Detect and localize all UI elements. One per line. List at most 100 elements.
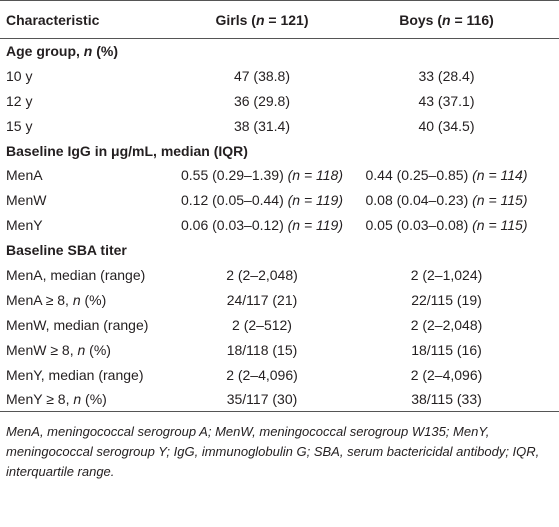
table-cell: 2 (2–2,048)	[354, 312, 559, 337]
table-cell: 2 (2–4,096)	[170, 362, 354, 387]
table-cell: MenW ≥ 8, n (%)	[0, 337, 170, 362]
table-cell: 0.05 (0.03–0.08) (n = 115)	[354, 213, 559, 238]
cell-text: MenA, median (range)	[6, 266, 146, 283]
cell-text: (n = 119)	[287, 192, 344, 209]
cell-text: n	[77, 341, 86, 358]
table-cell: MenA, median (range)	[0, 263, 170, 288]
cell-text: 35/117 (30)	[226, 391, 298, 408]
table-cell: MenY	[0, 213, 170, 238]
table-cell: 40 (34.5)	[354, 113, 559, 138]
cell-text: 40 (34.5)	[418, 117, 475, 134]
header-cell: Characteristic	[0, 1, 170, 39]
data-row: MenY ≥ 8, n (%) 35/117 (30) 38/115 (33)	[0, 387, 559, 412]
cell-text: MenY, median (range)	[6, 366, 144, 383]
table-cell: 2 (2–4,096)	[354, 362, 559, 387]
table-cell: Baseline IgG in μg/mL, median (IQR)	[0, 138, 559, 163]
table-cell: 10 y	[0, 63, 170, 88]
header-cell: Boys (n = 116)	[354, 1, 559, 39]
cell-text: Characteristic	[6, 11, 100, 28]
cell-text: 2 (2–1,024)	[410, 266, 483, 283]
cell-text: 0.55 (0.29–1.39)	[180, 167, 288, 184]
cell-text: 0.06 (0.03–0.12)	[180, 217, 288, 234]
table-cell: 0.12 (0.05–0.44) (n = 119)	[170, 188, 354, 213]
cell-text: (n = 114)	[472, 167, 528, 184]
cell-text: = 121)	[264, 11, 309, 28]
cell-text: (%)	[85, 341, 111, 358]
cell-text: (n = 115)	[472, 192, 528, 209]
cell-text: MenA ≥ 8,	[6, 291, 73, 308]
header-row: Characteristic Girls (n = 121) Boys (n = 1…	[0, 1, 559, 39]
header-cell: Girls (n = 121)	[170, 1, 354, 39]
table-cell: 12 y	[0, 88, 170, 113]
cell-text: 0.44 (0.25–0.85)	[365, 167, 473, 184]
cell-text: 2 (2–2,048)	[226, 266, 298, 283]
table-cell: 43 (37.1)	[354, 88, 559, 113]
cell-text: 18/115 (16)	[411, 341, 482, 358]
table-cell: 2 (2–512)	[170, 312, 354, 337]
table-cell: MenA ≥ 8, n (%)	[0, 287, 170, 312]
cell-text: 12 y	[6, 92, 33, 109]
table-cell: MenW	[0, 188, 170, 213]
cell-text: 38/115 (33)	[411, 391, 482, 408]
section-row: Baseline IgG in μg/mL, median (IQR)	[0, 138, 559, 163]
cell-text: (n = 115)	[472, 217, 528, 234]
cell-text: (n = 118)	[287, 167, 344, 184]
cell-text: 2 (2–4,096)	[226, 366, 298, 383]
table-cell: MenW, median (range)	[0, 312, 170, 337]
cell-text: Boys (	[399, 11, 443, 28]
table-cell: 22/115 (19)	[354, 287, 559, 312]
data-table: Characteristic Girls (n = 121) Boys (n = 1…	[0, 0, 559, 412]
cell-text: 38 (31.4)	[233, 117, 291, 134]
footnote: MenA, meningococcal serogroup A; MenW, m…	[6, 424, 540, 480]
data-row: MenA 0.55 (0.29–1.39) (n = 118) 0.44 (0.25…	[0, 163, 559, 188]
cell-text: MenY ≥ 8,	[6, 391, 74, 408]
table-cell: 0.06 (0.03–0.12) (n = 119)	[170, 213, 354, 238]
cell-text: n	[73, 391, 82, 408]
cell-text: = 116)	[450, 11, 494, 28]
data-row: MenW 0.12 (0.05–0.44) (n = 119) 0.08 (0.04…	[0, 188, 559, 213]
cell-text: 0.05 (0.03–0.08)	[365, 217, 473, 234]
data-row: MenW, median (range) 2 (2–512) 2 (2–2,048)	[0, 312, 559, 337]
cell-text: 33 (28.4)	[418, 67, 475, 84]
section-row: Baseline SBA titer	[0, 238, 559, 263]
section-row: Age group, n (%)	[0, 39, 559, 64]
cell-text: n	[83, 43, 93, 60]
table-cell: 18/118 (15)	[170, 337, 354, 362]
table-cell: MenA	[0, 163, 170, 188]
cell-text: (%)	[80, 291, 107, 308]
table-cell: MenY, median (range)	[0, 362, 170, 387]
table-cell: 0.08 (0.04–0.23) (n = 115)	[354, 188, 559, 213]
table-cell: 2 (2–1,024)	[354, 263, 559, 288]
cell-text: MenW ≥ 8,	[6, 341, 78, 358]
cell-text: MenW, median (range)	[6, 316, 149, 333]
table-cell: Baseline SBA titer	[0, 238, 559, 263]
cell-text: 47 (38.8)	[233, 67, 291, 84]
cell-text: MenY	[6, 217, 43, 234]
table-cell: 36 (29.8)	[170, 88, 354, 113]
table-cell: Age group, n (%)	[0, 39, 559, 64]
table-cell: 38/115 (33)	[354, 387, 559, 412]
cell-text: (%)	[81, 391, 107, 408]
table-header: Characteristic Girls (n = 121) Boys (n = 1…	[0, 0, 559, 39]
cell-text: MenW	[6, 192, 47, 209]
cell-text: Age group,	[6, 43, 84, 60]
cell-text: (%)	[92, 43, 119, 60]
table-cell: 24/117 (21)	[170, 287, 354, 312]
cell-text: 2 (2–2,048)	[410, 316, 483, 333]
cell-text: 2 (2–512)	[232, 316, 292, 333]
table-cell: 47 (38.8)	[170, 63, 354, 88]
cell-text: 0.12 (0.05–0.44)	[180, 192, 288, 209]
data-row: MenA ≥ 8, n (%) 24/117 (21) 22/115 (19)	[0, 287, 559, 312]
data-row: MenY, median (range) 2 (2–4,096) 2 (2–4,09…	[0, 362, 559, 387]
cell-text: n	[72, 291, 81, 308]
cell-text: 15 y	[6, 117, 33, 134]
cell-text: (n = 119)	[287, 217, 344, 234]
cell-text: 10 y	[6, 67, 33, 84]
table-cell: 15 y	[0, 113, 170, 138]
cell-text: MenA	[6, 167, 43, 184]
cell-text: Girls (	[215, 11, 256, 28]
cell-text: 36 (29.8)	[233, 92, 291, 109]
cell-text: n	[255, 11, 265, 28]
data-row: 12 y 36 (29.8) 43 (37.1)	[0, 88, 559, 113]
